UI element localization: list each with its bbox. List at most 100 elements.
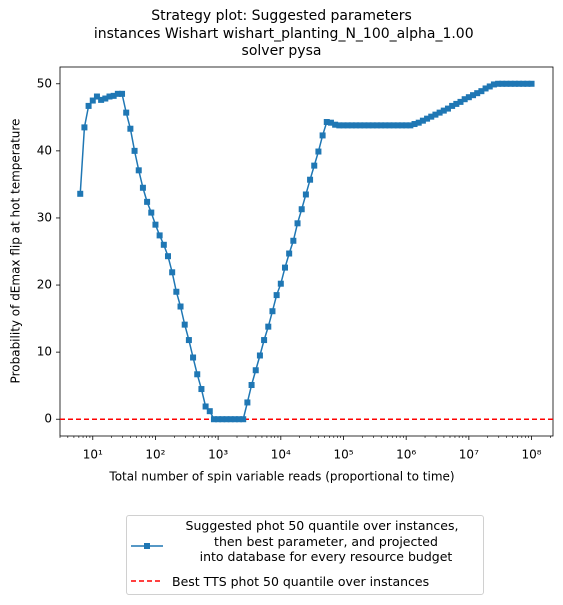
- point-marker: [386, 122, 393, 129]
- point-marker: [231, 416, 238, 423]
- point-marker: [139, 184, 146, 191]
- x-tick-label: 10⁷: [459, 448, 479, 462]
- point-marker: [461, 96, 468, 103]
- point-marker: [440, 107, 447, 114]
- point-marker: [160, 241, 167, 248]
- point-marker: [424, 115, 431, 122]
- point-marker: [290, 237, 297, 244]
- point-marker: [382, 122, 389, 129]
- x-tick-label: 10⁴: [271, 448, 291, 462]
- point-marker: [181, 321, 188, 328]
- point-marker: [344, 122, 351, 129]
- point-marker: [415, 119, 422, 126]
- point-marker: [286, 250, 293, 257]
- point-marker: [444, 105, 451, 112]
- point-marker: [516, 80, 523, 87]
- point-marker: [495, 80, 502, 87]
- point-marker: [394, 122, 401, 129]
- point-marker: [206, 408, 213, 415]
- point-marker: [474, 90, 481, 97]
- point-marker: [177, 303, 184, 310]
- point-marker: [131, 147, 138, 154]
- point-marker: [215, 416, 222, 423]
- point-marker: [248, 382, 255, 389]
- y-tick-label: 10: [37, 345, 52, 359]
- point-marker: [503, 80, 510, 87]
- point-marker: [511, 80, 518, 87]
- point-marker: [298, 206, 305, 213]
- point-marker: [148, 209, 155, 216]
- point-marker: [449, 102, 456, 109]
- legend-marker: [144, 543, 150, 549]
- point-marker: [470, 92, 477, 99]
- point-marker: [315, 148, 322, 155]
- point-marker: [110, 92, 117, 99]
- y-tick-label: 40: [37, 143, 52, 157]
- point-marker: [152, 221, 159, 228]
- point-marker: [465, 94, 472, 101]
- point-marker: [323, 119, 330, 126]
- point-marker: [311, 162, 318, 169]
- point-marker: [114, 90, 121, 97]
- point-marker: [482, 85, 489, 92]
- point-marker: [499, 80, 506, 87]
- point-marker: [432, 111, 439, 118]
- legend-symbols: [131, 543, 163, 582]
- y-tick-label: 50: [37, 76, 52, 90]
- point-marker: [81, 124, 88, 131]
- point-marker: [198, 386, 205, 393]
- point-marker: [240, 416, 247, 423]
- point-marker: [93, 93, 100, 100]
- point-marker: [336, 122, 343, 129]
- point-marker: [353, 122, 360, 129]
- point-marker: [528, 80, 535, 87]
- y-tick-label: 20: [37, 278, 52, 292]
- point-marker: [169, 269, 176, 276]
- point-marker: [407, 122, 414, 129]
- point-marker: [164, 253, 171, 260]
- point-marker: [390, 122, 397, 129]
- point-marker: [419, 117, 426, 124]
- point-marker: [185, 337, 192, 344]
- point-marker: [219, 416, 226, 423]
- series-line: [79, 83, 532, 420]
- y-axis-label: Probability of dEmax flip at hot tempera…: [9, 119, 23, 384]
- legend-label: Best TTS phot 50 quantile over instances: [172, 574, 430, 589]
- point-marker: [373, 122, 380, 129]
- point-marker: [102, 95, 109, 102]
- point-marker: [144, 198, 151, 205]
- point-marker: [273, 292, 280, 299]
- x-tick-label: 10⁵: [333, 448, 353, 462]
- point-marker: [348, 122, 355, 129]
- point-marker: [524, 80, 531, 87]
- point-marker: [77, 190, 84, 197]
- point-marker: [123, 109, 130, 116]
- point-marker: [252, 367, 259, 374]
- point-marker: [277, 280, 284, 287]
- point-marker: [332, 121, 339, 128]
- point-marker: [507, 80, 514, 87]
- point-marker: [244, 399, 251, 406]
- point-marker: [98, 96, 105, 103]
- legend: Suggested phot 50 quantile over instance…: [126, 515, 484, 595]
- point-marker: [490, 81, 497, 88]
- point-marker: [369, 122, 376, 129]
- point-marker: [357, 122, 364, 129]
- point-marker: [378, 122, 385, 129]
- point-marker: [190, 354, 197, 361]
- point-marker: [403, 122, 410, 129]
- point-marker: [457, 98, 464, 105]
- point-marker: [361, 122, 368, 129]
- point-marker: [486, 83, 493, 90]
- x-tick-label: 10⁶: [396, 448, 416, 462]
- point-marker: [223, 416, 230, 423]
- point-marker: [261, 337, 268, 344]
- point-marker: [156, 232, 163, 239]
- point-marker: [520, 80, 527, 87]
- point-marker: [478, 88, 485, 95]
- point-marker: [236, 416, 243, 423]
- x-tick-label: 10¹: [83, 448, 103, 462]
- point-marker: [411, 121, 418, 128]
